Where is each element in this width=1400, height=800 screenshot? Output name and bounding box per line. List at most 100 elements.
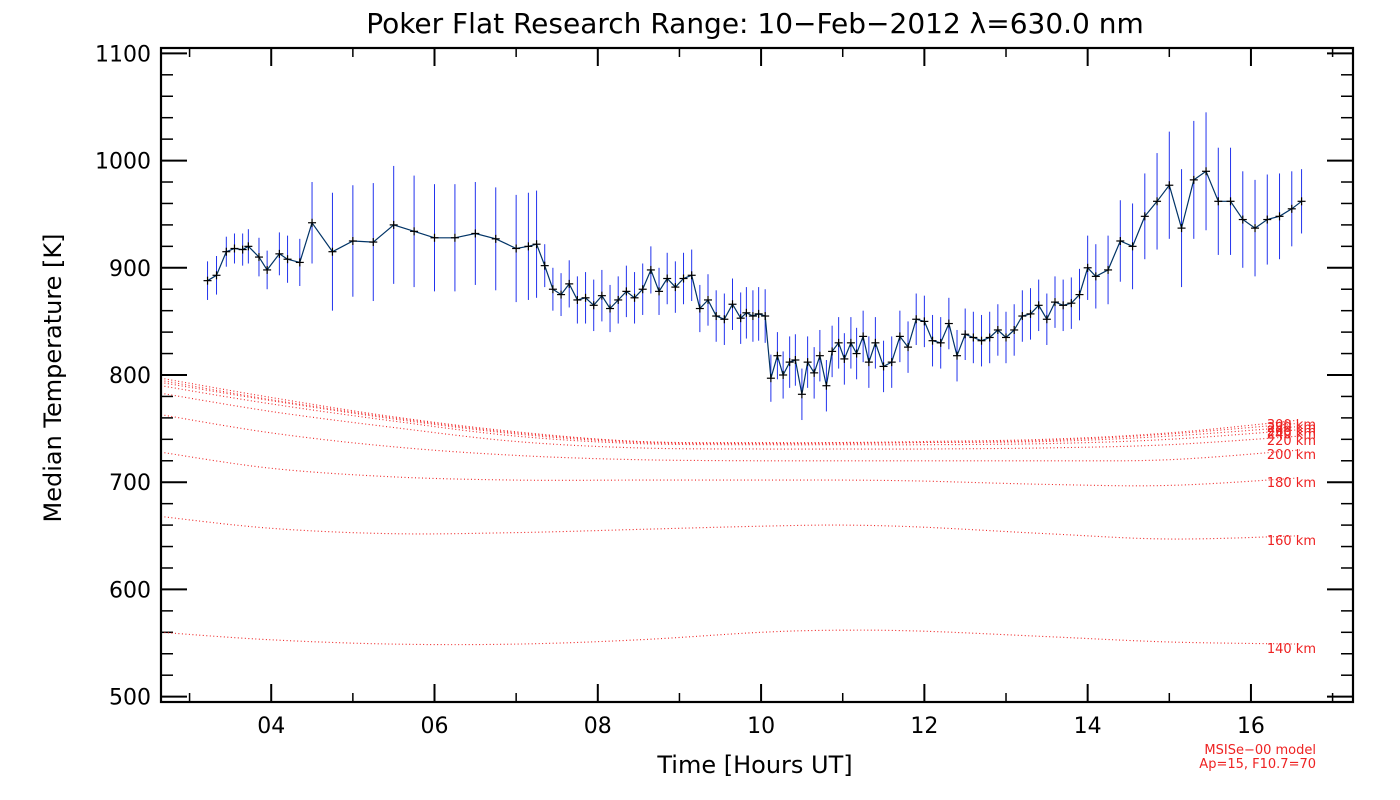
model-altitude-label: 280 km — [1267, 421, 1316, 436]
data-point — [712, 312, 721, 321]
data-point — [766, 374, 775, 383]
data-point — [895, 332, 904, 341]
data-point — [1128, 242, 1137, 251]
data-point — [638, 285, 647, 294]
data-point — [1297, 197, 1306, 206]
data-point — [953, 351, 962, 360]
data-point — [557, 290, 566, 299]
data-point — [597, 291, 606, 300]
data-point — [212, 271, 221, 280]
data-point — [761, 312, 770, 321]
data-point — [742, 308, 751, 317]
data-point — [1051, 298, 1059, 307]
data-point — [1202, 167, 1211, 176]
data-point — [736, 314, 745, 323]
data-point — [1042, 315, 1051, 324]
data-point — [1263, 215, 1272, 224]
data-point — [1104, 265, 1113, 274]
data-point — [512, 244, 521, 253]
measured-series-line — [207, 170, 1302, 395]
data-point — [573, 295, 582, 304]
plot-frame — [159, 46, 1355, 704]
model-curve — [160, 392, 1300, 450]
x-tick-label: 14 — [1074, 714, 1102, 739]
model-curve — [160, 379, 1300, 445]
data-point — [1251, 224, 1260, 233]
model-curve — [160, 381, 1300, 445]
data-point — [565, 279, 574, 288]
data-point — [1165, 181, 1174, 190]
model-curve — [160, 385, 1300, 446]
data-point — [1018, 312, 1027, 321]
data-point — [679, 274, 688, 283]
data-point — [852, 349, 861, 358]
data-point — [222, 247, 231, 256]
data-point — [244, 242, 253, 251]
data-point — [606, 304, 615, 313]
data-point — [389, 220, 398, 229]
data-point — [450, 233, 459, 242]
model-note-line1: MSISe−00 model — [1204, 743, 1316, 758]
data-point — [748, 312, 757, 321]
data-point — [887, 358, 896, 367]
model-curve — [160, 377, 1300, 444]
msis-model-curves — [160, 377, 1300, 646]
y-tick-label: 800 — [109, 364, 151, 389]
data-point — [1226, 197, 1235, 206]
data-point — [912, 315, 921, 324]
data-point — [524, 242, 533, 251]
data-point — [1275, 212, 1284, 221]
y-tick-label: 900 — [109, 257, 151, 282]
data-point — [704, 295, 713, 304]
data-point — [1189, 175, 1198, 184]
y-tick-label: 700 — [109, 471, 151, 496]
model-altitude-label: 160 km — [1267, 534, 1316, 549]
data-point — [936, 338, 945, 347]
error-bars — [207, 112, 1303, 421]
data-point — [871, 338, 880, 347]
data-point — [532, 240, 541, 249]
x-tick-label: 16 — [1237, 714, 1265, 739]
data-point — [779, 371, 788, 379]
data-point — [1067, 299, 1076, 308]
y-tick-label: 1000 — [95, 150, 151, 175]
x-tick-label: 04 — [257, 714, 285, 739]
data-point — [920, 317, 929, 326]
data-point — [471, 229, 480, 238]
model-altitude-label: 140 km — [1267, 642, 1316, 657]
measured-temperature-line — [207, 170, 1302, 395]
data-point — [822, 381, 831, 390]
data-point — [754, 309, 763, 318]
data-point — [1140, 212, 1149, 221]
data-point — [1075, 290, 1084, 299]
data-point — [663, 274, 672, 283]
model-altitude-label: 180 km — [1267, 476, 1316, 491]
data-point — [969, 333, 978, 342]
data-point — [803, 358, 812, 367]
data-point — [230, 244, 239, 253]
data-point — [540, 261, 549, 270]
data-point — [589, 301, 598, 310]
data-point — [834, 338, 843, 347]
chart-title: Poker Flat Research Range: 10−Feb−2012 λ… — [366, 7, 1144, 40]
data-point — [254, 253, 263, 262]
data-point — [622, 287, 631, 296]
y-tick-label: 500 — [109, 686, 151, 711]
data-point — [581, 293, 590, 302]
data-point — [1010, 325, 1019, 334]
data-point — [791, 355, 800, 364]
data-point — [1287, 204, 1296, 213]
data-point — [548, 285, 557, 294]
data-point — [944, 319, 953, 328]
model-curve — [160, 451, 1300, 487]
data-point — [410, 227, 419, 236]
data-point — [203, 276, 212, 285]
measured-markers — [203, 167, 1306, 399]
data-point — [1091, 272, 1100, 281]
model-altitude-label: 200 km — [1267, 448, 1316, 463]
data-point — [430, 233, 439, 242]
y-tick-label: 1100 — [95, 42, 151, 67]
data-point — [238, 245, 247, 254]
